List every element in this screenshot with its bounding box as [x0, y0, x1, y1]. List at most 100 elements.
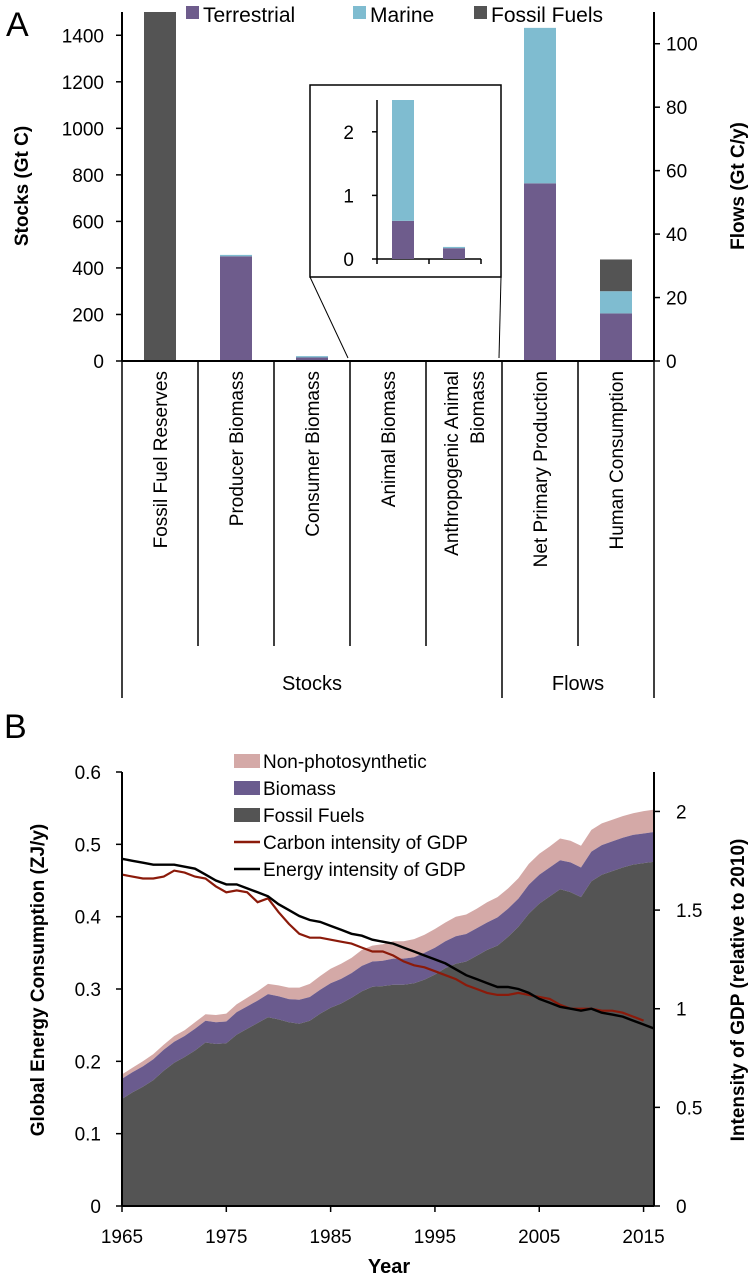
legend-label: Fossil Fuels — [491, 4, 603, 27]
bar-marine — [524, 27, 556, 184]
panel-a-left-tick-label: 0 — [93, 352, 104, 373]
bar-fossil-fuels — [600, 259, 632, 292]
panel-b-legend-label: Non-photosynthetic — [263, 752, 427, 773]
bar-marine — [296, 356, 328, 358]
panel-a-ylabel-right: Flows (Gt C/y) — [728, 122, 749, 250]
panel-a-right-tick-label: 80 — [666, 98, 687, 119]
panel-b-legend-swatch — [234, 808, 260, 822]
panel-b-legend-swatch — [234, 754, 260, 768]
panel-a-left-tick-label: 600 — [72, 212, 104, 233]
category-label: Producer Biomass — [227, 371, 248, 526]
panel-a-right-tick-label: 0 — [666, 352, 677, 373]
area-biomass — [122, 832, 654, 1099]
panel-a-right-tick-label: 40 — [666, 225, 687, 246]
panel-a-label: A — [6, 6, 29, 44]
legend-swatch — [186, 6, 199, 19]
panel-a-ylabel: Stocks (Gt C) — [12, 126, 33, 246]
panel-b-areas — [122, 809, 654, 1206]
category-label: Anthropogenic Animal — [442, 371, 463, 556]
panel-b-left-tick-label: 0.1 — [75, 1125, 101, 1146]
panel-a-axes — [121, 12, 655, 362]
category-label: Net Primary Production — [531, 371, 552, 567]
category-label: Human Consumption — [607, 371, 628, 549]
inset-bar-terrestrial — [443, 248, 465, 259]
panel-b-x-tick-label: 1975 — [205, 1227, 247, 1248]
panel-a-left-tick-label: 800 — [72, 166, 104, 187]
area-fossil-fuels — [122, 861, 654, 1206]
panel-b-left-tick-label: 0.4 — [75, 908, 102, 929]
legend-swatch — [353, 6, 366, 19]
panel-b-lines — [121, 857, 655, 1030]
category-label: Consumer Biomass — [303, 371, 324, 537]
inset-y-tick-label: 0 — [343, 250, 354, 271]
legend-label: Marine — [370, 4, 434, 27]
bar-marine — [600, 291, 632, 314]
panel-b-left-tick-label: 0.5 — [75, 835, 101, 856]
panel-b-right-tick-label: 1 — [676, 1000, 687, 1021]
legend-label: Terrestrial — [203, 4, 295, 27]
inset-connector — [498, 276, 502, 359]
panel-b-ylabel-right: Intensity of GDP (relative to 2010) — [728, 839, 749, 1142]
panel-b-left-tick-label: 0.6 — [75, 763, 101, 784]
panel-b-left-tick-label: 0 — [90, 1197, 101, 1218]
bar-terrestrial — [524, 183, 556, 361]
panel-b-x-tick-label: 1985 — [309, 1227, 351, 1248]
panel-a-left-ticks: 0 200 400 600 800 1000 1200 1400 — [62, 26, 122, 373]
panel-a-right-tick-label: 60 — [666, 162, 687, 183]
category-label: Biomass — [468, 371, 489, 444]
area-non-photosynthetic — [122, 809, 654, 1079]
panel-a-legend: Terrestrial Marine Fossil Fuels — [186, 4, 603, 27]
panel-b-xlabel: Year — [368, 1256, 410, 1278]
panel-a-category-table: Fossil Fuel Reserves Producer Biomass Cons… — [121, 361, 655, 698]
bar-marine — [220, 254, 252, 257]
inset-bar-marine — [392, 100, 414, 221]
panel-a-right-ticks: 0 20 40 60 80 100 — [654, 35, 698, 373]
legend-swatch — [474, 6, 487, 19]
panel-b-right-tick-label: 0 — [676, 1197, 687, 1218]
group-label: Flows — [552, 673, 604, 695]
panel-b-left-tick-label: 0.3 — [75, 980, 101, 1001]
panel-b-legend-swatch — [234, 781, 260, 795]
inset-y-tick-label: 1 — [343, 186, 354, 207]
line-carbon-intensity — [121, 869, 644, 1022]
group-label: Stocks — [282, 673, 342, 695]
bar-fossil-fuels — [144, 12, 176, 361]
panel-b-x-tick-label: 2005 — [518, 1227, 560, 1248]
panel-a-left-tick-label: 400 — [72, 259, 104, 280]
panel-b-ticks: 0 0.1 0.2 0.3 0.4 0.5 0.6 0 0.5 1 1.5 2 1965 1975 1985… — [75, 763, 703, 1248]
panel-a-left-tick-label: 200 — [72, 305, 104, 326]
panel-b-legend-label: Biomass — [263, 779, 336, 800]
inset-y-tick-label: 2 — [343, 123, 354, 144]
bar-terrestrial — [296, 357, 328, 361]
panel-a-left-tick-label: 1400 — [62, 26, 104, 47]
panel-b-x-tick-label: 1995 — [414, 1227, 456, 1248]
category-label: Fossil Fuel Reserves — [151, 371, 172, 548]
bar-terrestrial — [600, 313, 632, 361]
panel-a-right-tick-label: 100 — [666, 35, 698, 56]
panel-b-ylabel: Global Energy Consumption (ZJ/y) — [28, 824, 49, 1136]
line-energy-intensity — [121, 857, 655, 1030]
panel-a-left-tick-label: 1200 — [62, 73, 104, 94]
panel-b-left-tick-label: 0.2 — [75, 1052, 101, 1073]
panel-b-legend-label: Carbon intensity of GDP — [263, 833, 468, 854]
panel-a-inset: 0 1 2 — [309, 84, 502, 359]
panel-a-right-tick-label: 20 — [666, 289, 687, 310]
panel-b-label: B — [4, 708, 27, 746]
panel-a-bars — [144, 12, 632, 361]
panel-b-right-tick-label: 0.5 — [676, 1098, 702, 1119]
panel-b-x-tick-label: 1965 — [101, 1227, 143, 1248]
panel-b-right-tick-label: 1.5 — [676, 901, 702, 922]
inset-bar-terrestrial — [392, 220, 414, 259]
panel-a: A Terrestrial Marine Fossil Fuels 02004006… — [6, 4, 749, 698]
panel-b-legend: Non-photosynthetic Biomass Fossil Fuels Car… — [234, 752, 468, 881]
panel-a-left-tick-label: 1000 — [62, 119, 104, 140]
category-label: Animal Biomass — [379, 371, 400, 507]
panel-b: B 0 0.1 0.2 0.3 0.4 0.5 0.6 0 0.5 1 1.5 2 1965 1975 19… — [4, 708, 749, 1278]
inset-bar-marine — [443, 246, 465, 249]
panel-b-legend-label: Energy intensity of GDP — [263, 860, 466, 881]
panel-b-x-tick-label: 2015 — [622, 1227, 664, 1248]
panel-b-legend-label: Fossil Fuels — [263, 806, 364, 827]
inset-connector — [309, 276, 349, 359]
bar-terrestrial — [220, 256, 252, 361]
